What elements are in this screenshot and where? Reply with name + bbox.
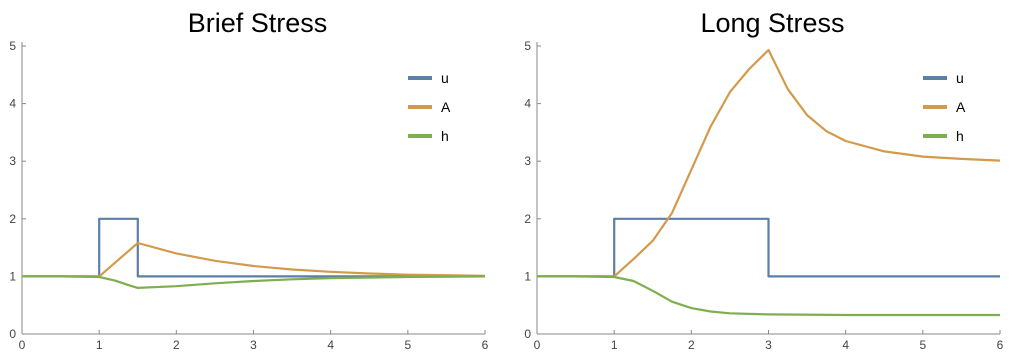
x-tick-label: 0 [19, 338, 26, 352]
x-tick-label: 2 [173, 338, 180, 352]
legend-label-h: h [956, 128, 964, 144]
x-tick-label: 6 [482, 338, 489, 352]
y-tick-label: 3 [9, 154, 16, 168]
chart-plot-area: 0 1 2 3 4 5 6 0 1 2 3 4 5 uAh [524, 39, 1004, 352]
x-tick-label: 5 [919, 338, 926, 352]
y-tick-label: 1 [9, 269, 16, 283]
legend-label-u: u [956, 70, 964, 86]
series-line-A [537, 48, 1001, 278]
legend-label-A: A [441, 99, 451, 115]
x-tick-label: 2 [688, 338, 695, 352]
y-tick-label: 4 [524, 97, 531, 111]
x-tick-label: 1 [611, 338, 618, 352]
x-tick-label: 0 [534, 338, 541, 352]
y-tick-label: 2 [524, 212, 531, 226]
chart-title: Brief Stress [187, 8, 328, 38]
chart-plot-area: 0 1 2 3 4 5 6 0 1 2 3 4 5 uAh [9, 39, 489, 352]
chart-title: Long Stress [700, 8, 845, 38]
x-tick-label: 6 [997, 338, 1004, 352]
y-tick-label: 0 [9, 327, 16, 341]
x-tick-label: 4 [327, 338, 334, 352]
y-tick-label: 0 [524, 327, 531, 341]
series-line-A [22, 241, 486, 278]
x-tick-label: 4 [842, 338, 849, 352]
series-line-u [22, 217, 485, 278]
series-line-h [22, 275, 486, 289]
series-line-h [537, 275, 1000, 317]
x-tick-label: 1 [96, 338, 103, 352]
y-tick-label: 5 [9, 39, 16, 53]
y-tick-label: 1 [524, 269, 531, 283]
x-tick-label: 5 [404, 338, 411, 352]
x-tick-label: 3 [765, 338, 772, 352]
y-tick-label: 5 [524, 39, 531, 53]
series-line-u [537, 217, 1000, 278]
legend-label-u: u [441, 70, 449, 86]
y-tick-label: 2 [9, 212, 16, 226]
y-tick-label: 4 [9, 97, 16, 111]
legend-label-A: A [956, 99, 966, 115]
y-tick-label: 3 [524, 154, 531, 168]
legend-label-h: h [441, 128, 449, 144]
x-tick-label: 3 [250, 338, 257, 352]
